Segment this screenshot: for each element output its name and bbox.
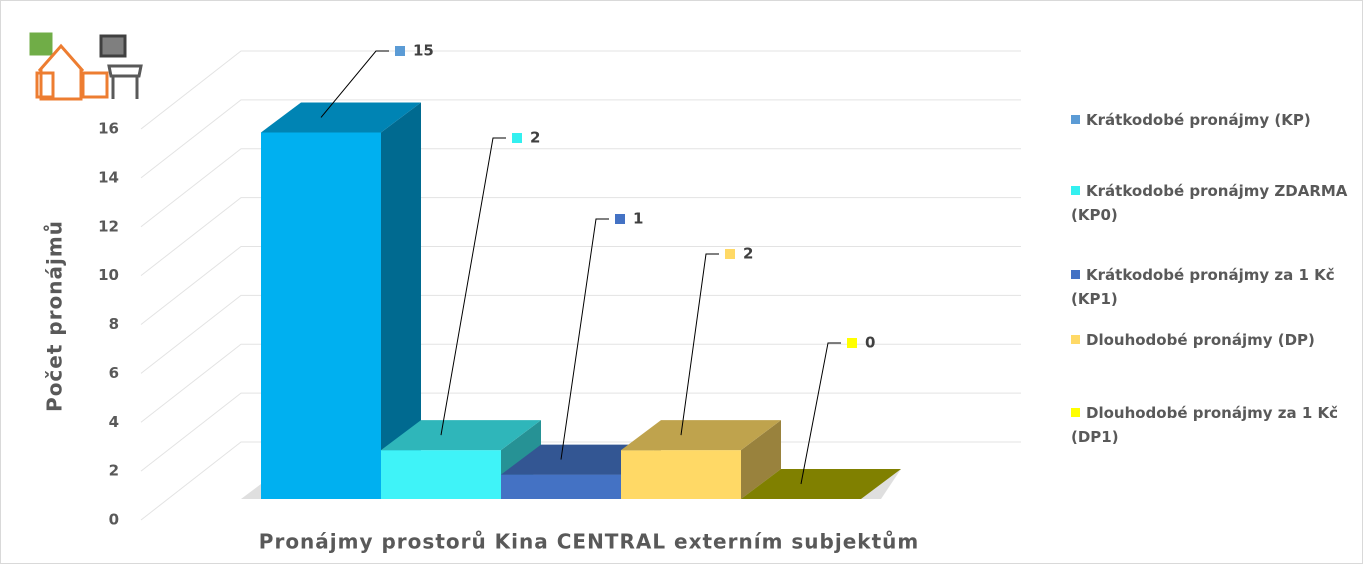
- data-label: 0: [865, 334, 875, 352]
- legend-entry: Krátkodobé pronájmy (KP): [1071, 108, 1361, 132]
- legend-label: Krátkodobé pronájmy za 1 Kč (KP1): [1071, 266, 1335, 308]
- grid-line: [140, 343, 1021, 423]
- legend-swatch: [1071, 408, 1080, 417]
- grid-line: [140, 197, 1021, 277]
- grid-line: [140, 148, 1021, 228]
- y-tick-label: 12: [98, 217, 119, 235]
- bar: [501, 474, 621, 499]
- grid-line: [140, 294, 1021, 374]
- leader-line: [560, 218, 609, 460]
- bar-top: [381, 420, 541, 451]
- legend-entry: Dlouhodobé pronájmy za 1 Kč (DP1): [1071, 401, 1361, 449]
- legend-label: Dlouhodobé pronájmy (DP): [1086, 331, 1315, 349]
- y-axis-label: Počet pronájmů: [43, 220, 67, 412]
- bar: [621, 450, 741, 499]
- legend-entry: Krátkodobé pronájmy za 1 Kč (KP1): [1071, 263, 1361, 311]
- icon: [29, 32, 143, 101]
- grid-line: [140, 50, 1021, 130]
- y-tick-label: 14: [98, 168, 119, 186]
- bar: [381, 450, 501, 499]
- legend-swatch: [1071, 115, 1080, 124]
- y-tick-label: 6: [109, 364, 119, 382]
- legend-label: Krátkodobé pronájmy ZDARMA (KP0): [1071, 182, 1348, 224]
- y-tick-label: 4: [109, 413, 119, 431]
- leader-line: [440, 137, 506, 436]
- legend-entry: Krátkodobé pronájmy ZDARMA (KP0): [1071, 179, 1361, 227]
- y-tick-label: 2: [109, 462, 119, 480]
- data-label: 15: [413, 42, 434, 60]
- label-swatch: [395, 46, 405, 56]
- grid-line: [140, 246, 1021, 325]
- x-axis-label: Pronájmy prostorů Kina CENTRAL externím …: [259, 530, 919, 554]
- leader-line: [320, 50, 389, 118]
- legend-entry: Dlouhodobé pronájmy (DP): [1071, 328, 1361, 352]
- bar: [261, 132, 381, 499]
- y-tick-label: 10: [98, 266, 119, 284]
- leader-line: [800, 342, 841, 485]
- data-label: 2: [530, 129, 540, 147]
- y-tick-label: 16: [98, 120, 119, 138]
- y-tick-label: 0: [109, 511, 119, 529]
- grid-line: [140, 99, 1021, 179]
- label-swatch: [847, 338, 857, 348]
- bar-top: [741, 469, 901, 499]
- label-swatch: [512, 133, 522, 143]
- legend-swatch: [1071, 335, 1080, 344]
- bar-side: [381, 102, 421, 499]
- legend-swatch: [1071, 186, 1080, 195]
- data-label: 2: [743, 245, 753, 263]
- bar-top: [621, 420, 781, 451]
- legend-swatch: [1071, 270, 1080, 279]
- label-swatch: [725, 249, 735, 259]
- label-swatch: [615, 214, 625, 224]
- bar-side: [741, 420, 781, 499]
- data-label: 1: [633, 210, 643, 228]
- leader-line: [680, 253, 719, 436]
- legend-label: Dlouhodobé pronájmy za 1 Kč (DP1): [1071, 404, 1338, 446]
- legend-label: Krátkodobé pronájmy (KP): [1086, 111, 1311, 129]
- bar-top: [261, 102, 421, 133]
- grid-line: [140, 392, 1021, 472]
- y-tick-label: 8: [109, 315, 119, 333]
